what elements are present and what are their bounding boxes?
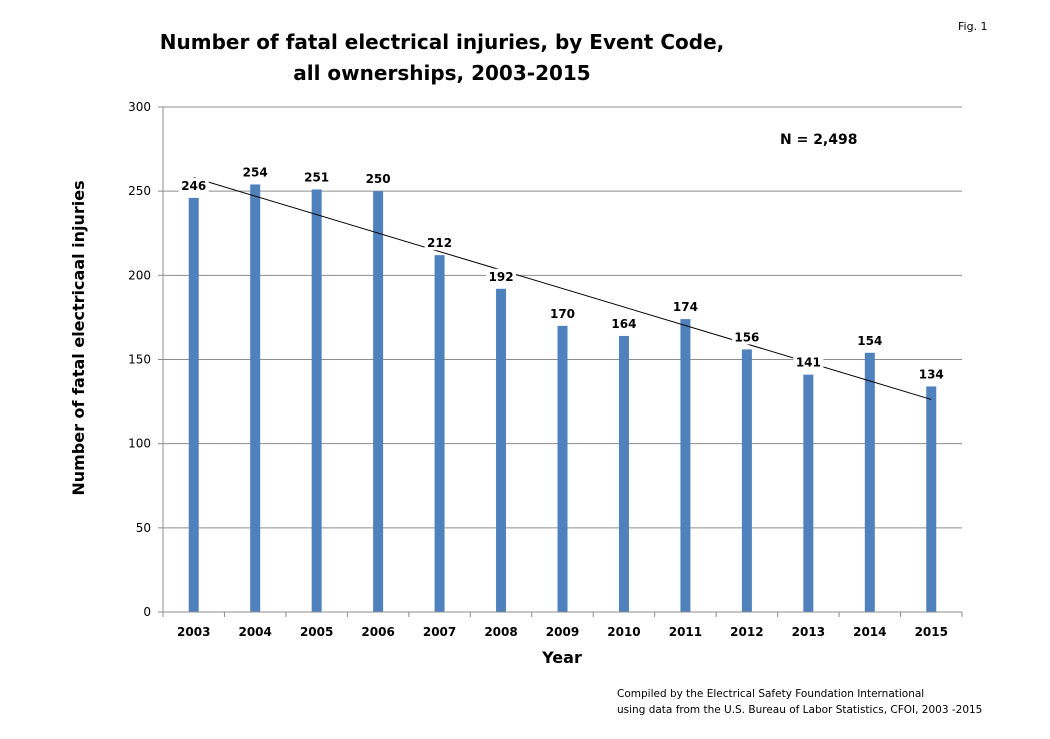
n-annotation: N = 2,498 — [780, 132, 857, 148]
x-tick-label: 2010 — [607, 625, 640, 639]
data-label: 212 — [427, 236, 452, 250]
bar-2014 — [864, 352, 875, 612]
bar-2010 — [618, 335, 629, 612]
footnote-line-2: using data from the U.S. Bureau of Labor… — [617, 704, 982, 716]
x-tick-label: 2008 — [484, 625, 517, 639]
bar-2013 — [803, 374, 814, 612]
data-label: 246 — [181, 179, 206, 193]
bar-2003 — [188, 197, 199, 612]
data-label: 192 — [489, 270, 514, 284]
data-label-bg — [178, 177, 209, 193]
bar-2006 — [373, 191, 384, 612]
bar-2004 — [250, 184, 261, 612]
data-label-bg — [547, 305, 578, 321]
data-label-bg — [486, 268, 517, 284]
data-label: 156 — [734, 330, 759, 344]
data-label-bg — [731, 329, 762, 345]
y-axis-label: Number of fatal electricaal injuries — [69, 180, 88, 495]
y-tick-label: 150 — [128, 353, 151, 367]
bar-2009 — [557, 325, 568, 612]
x-tick-label: 2011 — [669, 625, 702, 639]
x-tick-label: 2005 — [300, 625, 333, 639]
data-label: 254 — [243, 165, 268, 179]
data-label: 154 — [857, 334, 882, 348]
x-tick-label: 2015 — [915, 625, 948, 639]
data-label-bg — [916, 366, 947, 382]
data-label: 134 — [919, 367, 944, 381]
x-tick-label: 2014 — [853, 625, 886, 639]
data-label-bg — [608, 315, 639, 331]
data-label: 174 — [673, 300, 698, 314]
data-label: 164 — [611, 317, 636, 331]
x-tick-label: 2004 — [238, 625, 271, 639]
y-tick-label: 100 — [128, 437, 151, 451]
y-tick-label: 0 — [143, 605, 151, 619]
bar-2011 — [680, 319, 691, 612]
data-label-bg — [301, 169, 332, 185]
data-label-bg — [424, 235, 455, 251]
x-tick-label: 2006 — [361, 625, 394, 639]
bar-2008 — [496, 288, 507, 612]
y-tick-label: 50 — [136, 521, 151, 535]
data-label-bg — [240, 164, 271, 180]
data-label: 141 — [796, 356, 821, 370]
data-label-bg — [363, 171, 394, 187]
bar-2007 — [434, 255, 445, 612]
data-label-bg — [854, 332, 885, 348]
data-label: 251 — [304, 170, 329, 184]
fig-label: Fig. 1 — [958, 20, 988, 33]
chart-title-line-1: Number of fatal electrical injuries, by … — [160, 30, 724, 54]
y-tick-label: 200 — [128, 268, 151, 282]
chart-title-line-2: all ownerships, 2003-2015 — [293, 61, 590, 85]
bar-2005 — [311, 189, 322, 612]
x-tick-label: 2012 — [730, 625, 763, 639]
x-tick-label: 2003 — [177, 625, 210, 639]
y-tick-label: 300 — [128, 100, 151, 114]
bar-2012 — [741, 349, 752, 612]
y-tick-label: 250 — [128, 184, 151, 198]
bar-2015 — [926, 386, 937, 612]
data-label-bg — [670, 299, 701, 315]
footnote-line-1: Compiled by the Electrical Safety Founda… — [617, 688, 924, 700]
data-label: 250 — [366, 172, 391, 186]
x-tick-label: 2007 — [423, 625, 456, 639]
x-axis-label: Year — [541, 648, 582, 667]
x-tick-label: 2009 — [546, 625, 579, 639]
data-label-bg — [793, 354, 824, 370]
x-tick-label: 2013 — [792, 625, 825, 639]
data-label: 170 — [550, 307, 575, 321]
